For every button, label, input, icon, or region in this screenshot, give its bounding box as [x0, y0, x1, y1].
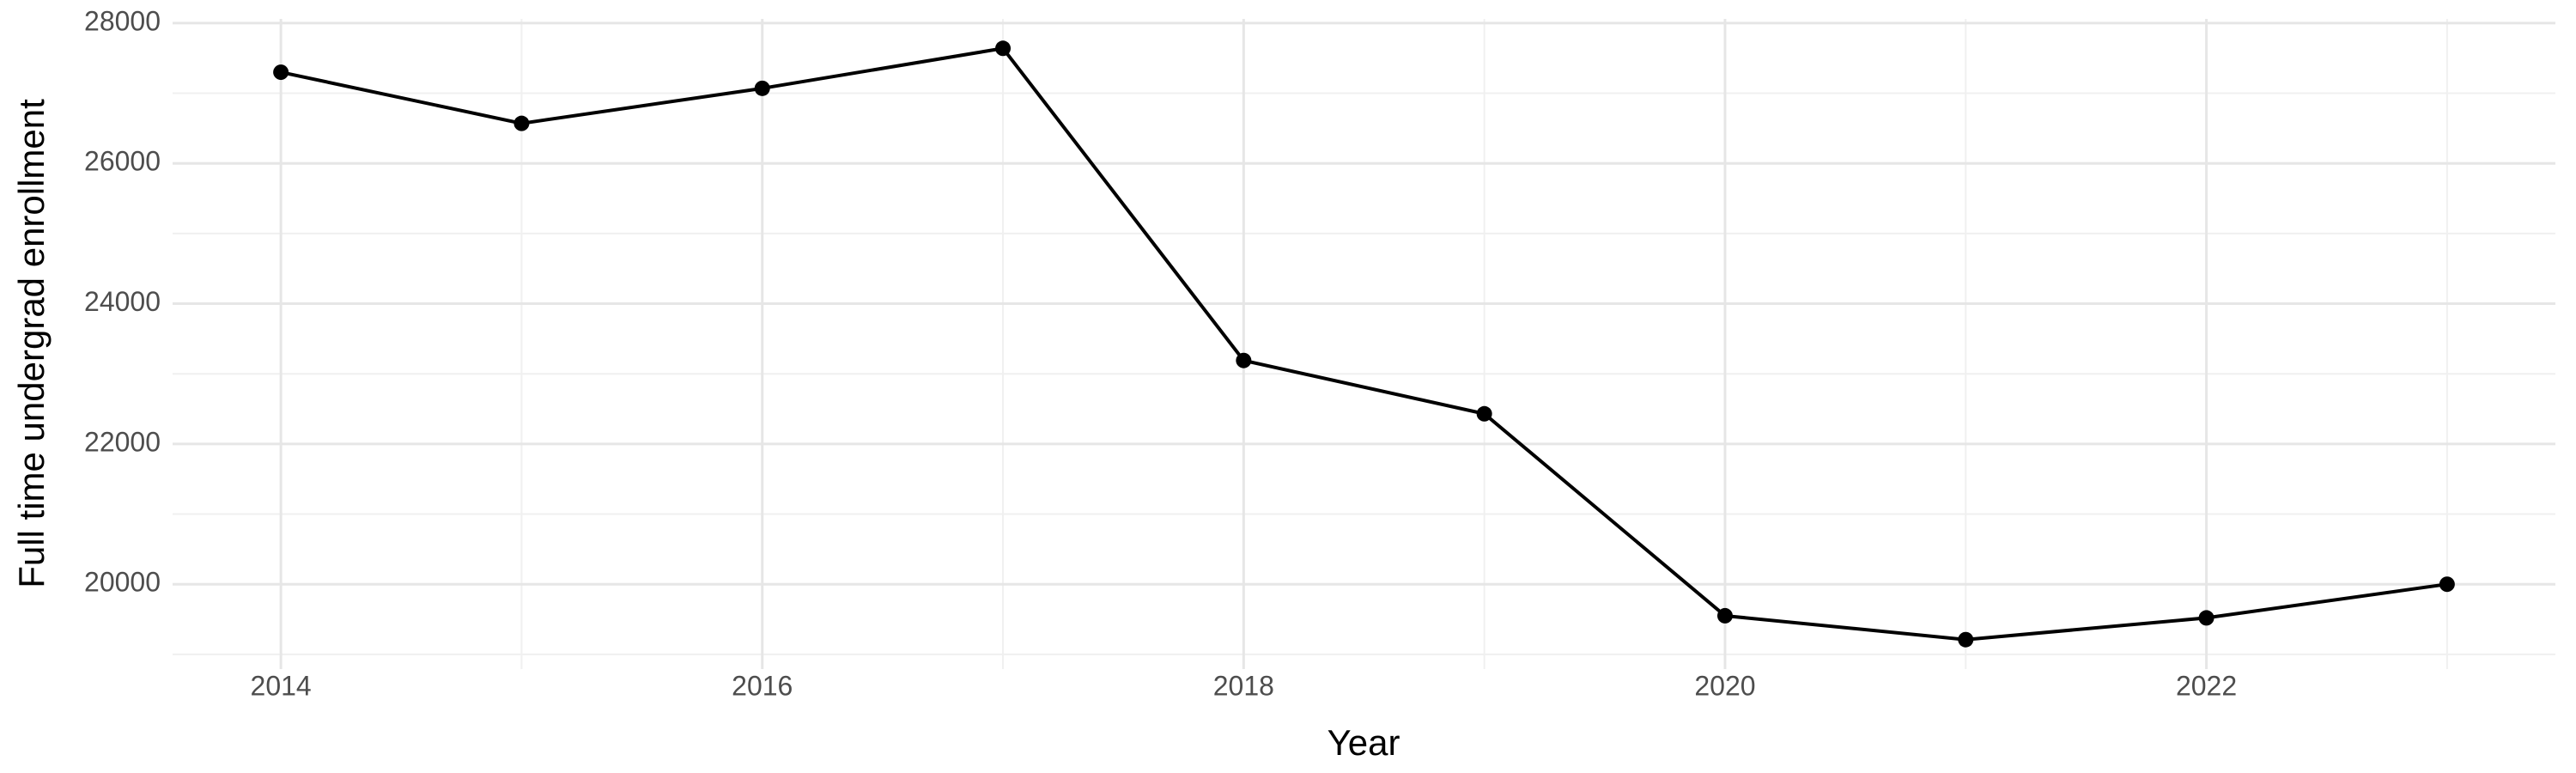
x-tick-label: 2018 — [1213, 670, 1274, 701]
y-tick-label: 24000 — [84, 286, 161, 317]
y-tick-label: 22000 — [84, 426, 161, 457]
y-tick-label: 26000 — [84, 146, 161, 177]
x-tick-label: 2014 — [251, 670, 312, 701]
x-axis-title: Year — [1327, 722, 1400, 763]
x-tick-label: 2016 — [732, 670, 793, 701]
point — [2439, 576, 2455, 593]
x-tick-label: 2022 — [2176, 670, 2237, 701]
point — [2198, 610, 2215, 626]
point — [513, 115, 530, 131]
x-tick-label: 2020 — [1694, 670, 1755, 701]
point — [754, 80, 770, 96]
point — [995, 40, 1012, 57]
y-tick-label: 28000 — [84, 5, 161, 36]
point — [1236, 352, 1252, 368]
line — [280, 46, 2448, 642]
point — [1958, 631, 1974, 648]
y-tick-label: 20000 — [84, 567, 161, 598]
point — [1716, 607, 1733, 624]
point — [1476, 405, 1492, 422]
y-axis-title: Full time undergrad enrollment — [11, 99, 52, 588]
point — [273, 64, 289, 81]
